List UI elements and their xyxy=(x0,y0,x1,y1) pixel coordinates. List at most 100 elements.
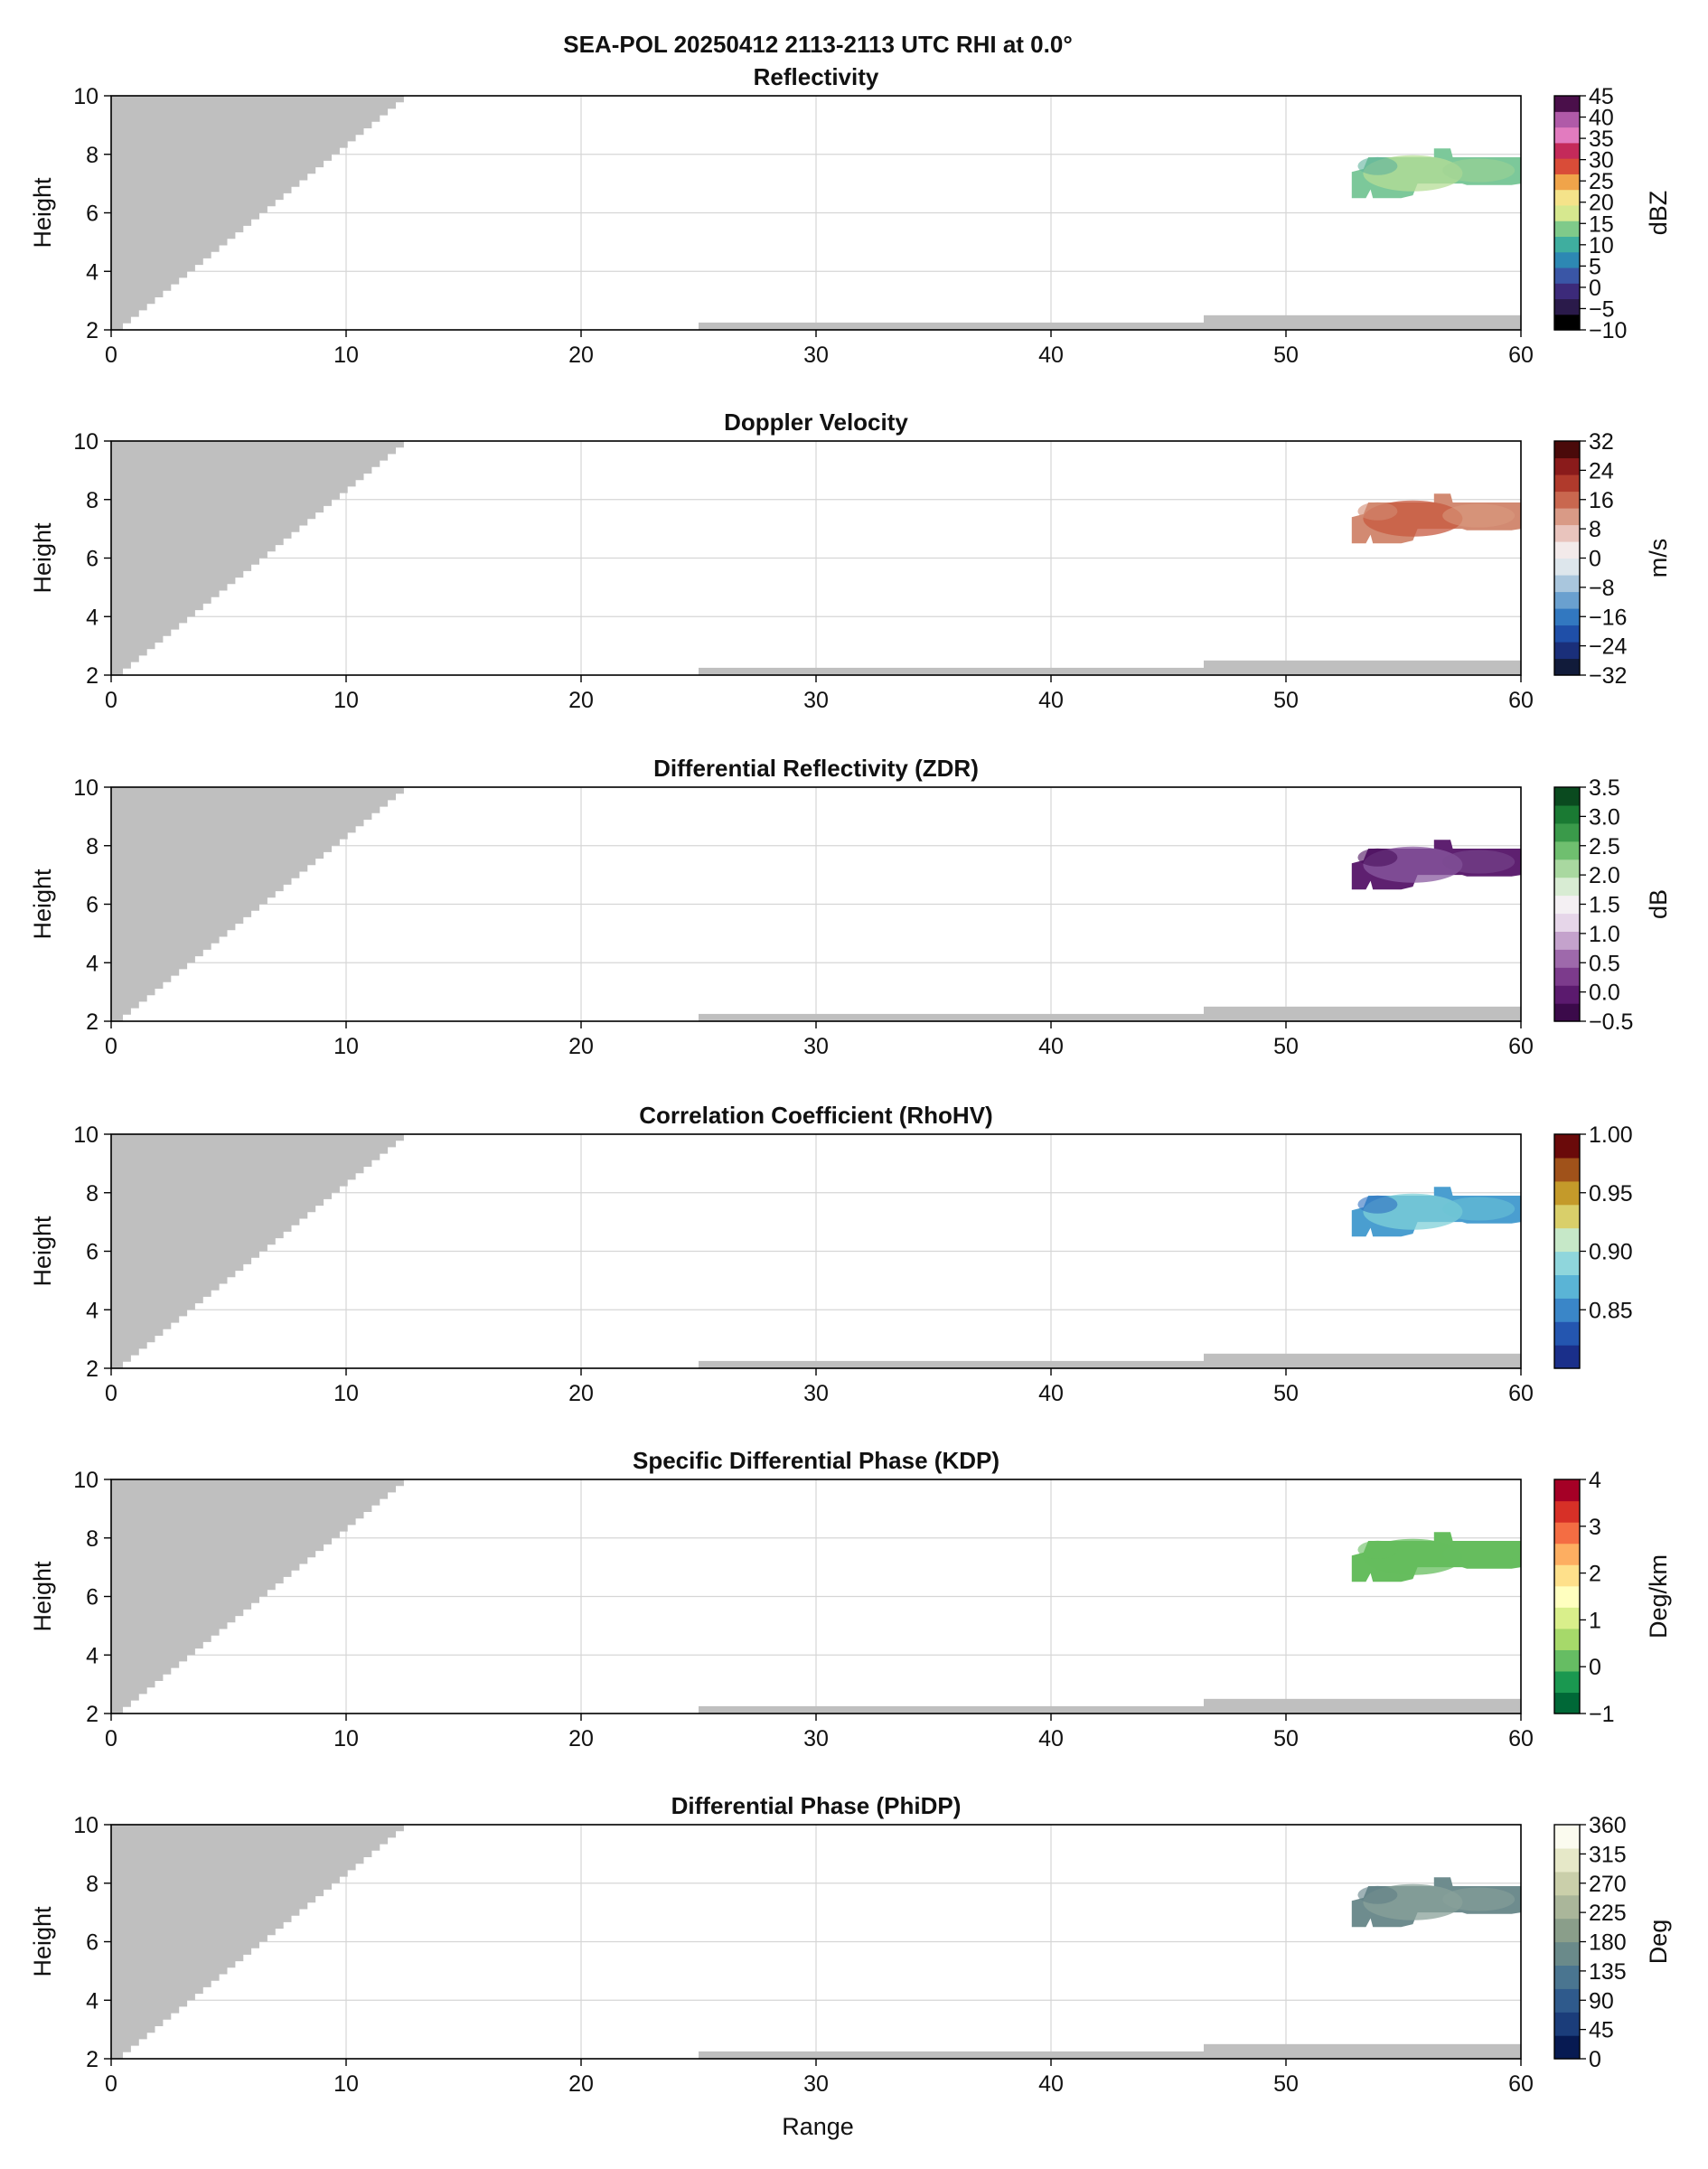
panel-title: Correlation Coefficient (RhoHV) xyxy=(639,1102,992,1129)
colorbar-tick-label: 16 xyxy=(1589,488,1614,513)
x-tick-label: 10 xyxy=(333,2071,359,2097)
colorbar-tick-label: 1 xyxy=(1589,1608,1601,1633)
ground-clutter-strip xyxy=(699,322,1204,330)
x-tick-label: 0 xyxy=(105,1034,117,1059)
beam-blockage-area xyxy=(111,1134,412,1368)
ground-clutter-strip xyxy=(1204,1353,1521,1368)
colorbar-tick-label: 1.0 xyxy=(1589,922,1620,947)
colorbar-label: dB xyxy=(1645,889,1672,919)
colorbar-tick-label: 0.95 xyxy=(1589,1181,1633,1207)
colorbar-tick-label: 5 xyxy=(1589,254,1601,279)
colorbar-tick-label: 315 xyxy=(1589,1842,1627,1867)
colorbar-segment xyxy=(1554,474,1580,493)
colorbar-segment xyxy=(1554,1500,1580,1523)
figure-suptitle: SEA-POL 20250412 2113-2113 UTC RHI at 0.… xyxy=(563,31,1072,58)
colorbar-segment xyxy=(1554,1965,1580,1989)
beam-blockage-area xyxy=(111,96,412,330)
x-tick-label: 30 xyxy=(803,1381,829,1406)
panel-2: Differential Reflectivity (ZDR)0 10 20 30 40… xyxy=(29,755,1672,1059)
colorbar-segment xyxy=(1554,508,1580,526)
x-tick-label: 50 xyxy=(1273,343,1299,368)
y-axis-label: Height xyxy=(29,1561,56,1632)
ground-clutter-strip xyxy=(699,1013,1204,1021)
beam-blockage-area xyxy=(111,1825,412,2059)
y-tick-label: 2 xyxy=(86,1702,99,1727)
colorbar-segment xyxy=(1554,1988,1580,2013)
colorbar-segment xyxy=(1554,541,1580,559)
colorbar-segment xyxy=(1554,822,1580,842)
y-tick-label: 10 xyxy=(73,775,99,801)
colorbar-tick-label: −32 xyxy=(1589,663,1627,689)
x-tick-label: 0 xyxy=(105,1726,117,1751)
x-tick-label: 30 xyxy=(803,2071,829,2097)
colorbar-segment xyxy=(1554,985,1580,1004)
y-tick-label: 4 xyxy=(86,1298,99,1323)
colorbar-segment xyxy=(1554,267,1580,284)
x-tick-label: 0 xyxy=(105,343,117,368)
colorbar-segment xyxy=(1554,1894,1580,1920)
y-axis-label: Height xyxy=(29,177,56,249)
panel-4: Specific Differential Phase (KDP)0 10 20 30… xyxy=(29,1447,1672,1751)
colorbar-segment xyxy=(1554,895,1580,915)
colorbar-segment xyxy=(1554,804,1580,824)
colorbar-segment xyxy=(1554,174,1580,191)
x-tick-label: 60 xyxy=(1508,343,1534,368)
colorbar-tick-label: 32 xyxy=(1589,429,1614,455)
echo-core xyxy=(1442,850,1516,874)
colorbar-segment xyxy=(1554,314,1580,331)
colorbar-tick-label: 0 xyxy=(1589,276,1601,301)
y-tick-label: 2 xyxy=(86,2047,99,2072)
panel-title: Differential Reflectivity (ZDR) xyxy=(653,755,979,782)
colorbar-segment xyxy=(1554,2012,1580,2036)
x-tick-label: 60 xyxy=(1508,688,1534,713)
colorbar-tick-label: −24 xyxy=(1589,634,1628,660)
y-tick-label: 10 xyxy=(73,1122,99,1148)
y-axis-label: Height xyxy=(29,522,56,594)
colorbar-tick-label: −8 xyxy=(1589,576,1615,601)
y-tick-label: 8 xyxy=(86,1181,99,1207)
x-tick-label: 20 xyxy=(568,343,594,368)
colorbar-segment xyxy=(1554,1204,1580,1229)
ground-clutter-strip xyxy=(699,1360,1204,1368)
colorbar-tick-label: 3.0 xyxy=(1589,804,1620,830)
ground-clutter-strip xyxy=(699,667,1204,675)
colorbar-label: Deg xyxy=(1645,1920,1672,1965)
colorbar-tick-label: 20 xyxy=(1589,191,1614,216)
x-tick-label: 60 xyxy=(1508,1381,1534,1406)
colorbar-tick-label: 360 xyxy=(1589,1813,1627,1838)
echo-core xyxy=(1357,502,1398,521)
beam-blockage-area xyxy=(111,441,412,675)
y-tick-label: 8 xyxy=(86,834,99,859)
colorbar-tick-label: 24 xyxy=(1589,458,1614,484)
colorbar-segment xyxy=(1554,1564,1580,1587)
colorbar-segment xyxy=(1554,608,1580,626)
y-tick-label: 8 xyxy=(86,1872,99,1897)
colorbar-tick-label: 25 xyxy=(1589,169,1614,194)
colorbar-label: m/s xyxy=(1645,539,1672,578)
colorbar-tick-label: 2 xyxy=(1589,1562,1601,1587)
colorbar-segment xyxy=(1554,1607,1580,1629)
colorbar-tick-label: −16 xyxy=(1589,605,1627,630)
colorbar-segment xyxy=(1554,96,1580,112)
panel-title: Reflectivity xyxy=(754,63,879,90)
colorbar-segment xyxy=(1554,1134,1580,1159)
colorbar-tick-label: 45 xyxy=(1589,84,1614,109)
colorbar-segment xyxy=(1554,283,1580,300)
colorbar-segment xyxy=(1554,127,1580,144)
y-tick-label: 10 xyxy=(73,429,99,455)
colorbar-tick-label: 0 xyxy=(1589,547,1601,572)
x-tick-label: 50 xyxy=(1273,688,1299,713)
x-tick-label: 50 xyxy=(1273,2071,1299,2097)
colorbar-segment xyxy=(1554,1847,1580,1873)
y-tick-label: 10 xyxy=(73,1468,99,1493)
colorbar-tick-label: −0.5 xyxy=(1589,1009,1633,1035)
panel-title: Differential Phase (PhiDP) xyxy=(671,1792,962,1819)
colorbar-tick-label: 2.0 xyxy=(1589,863,1620,888)
colorbar-segment xyxy=(1554,642,1580,660)
colorbar-segment xyxy=(1554,931,1580,950)
echo-core xyxy=(1357,156,1398,175)
y-tick-label: 6 xyxy=(86,202,99,227)
colorbar-segment xyxy=(1554,1543,1580,1565)
